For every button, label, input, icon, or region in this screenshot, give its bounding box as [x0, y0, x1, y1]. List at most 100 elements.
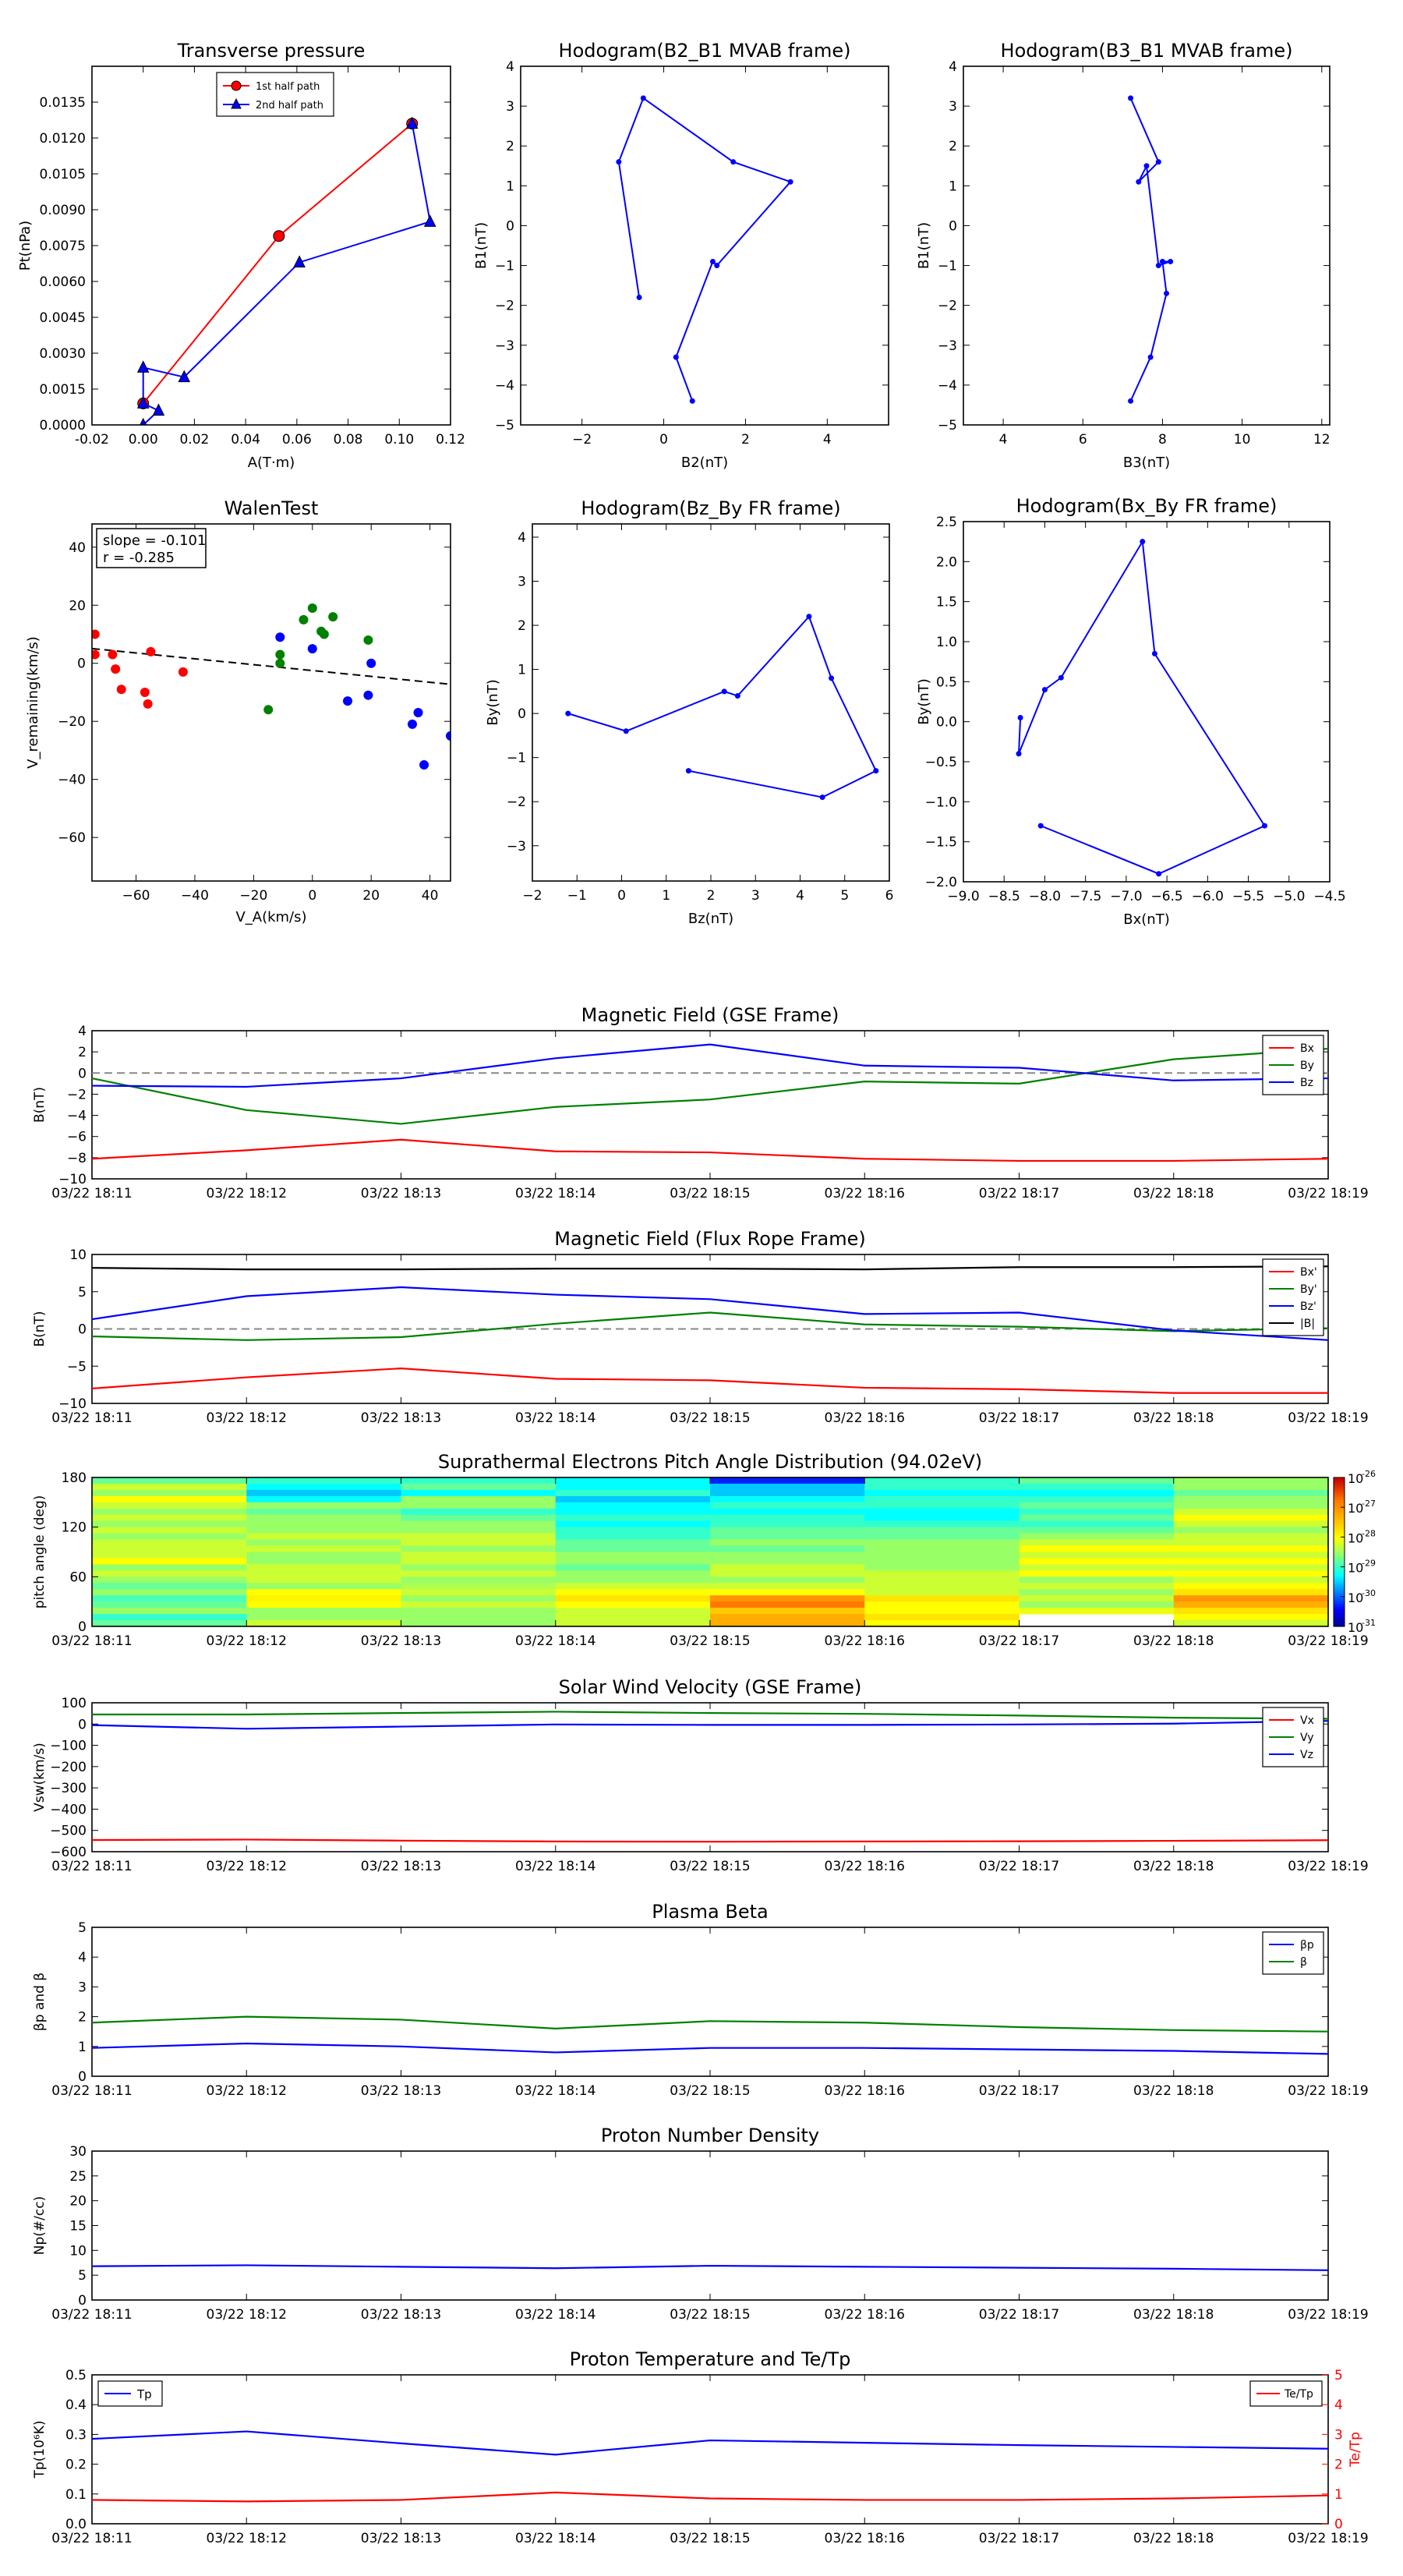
vsw-ytick-label: −200 [50, 1760, 87, 1775]
hodo_b2b1-marker [714, 263, 720, 269]
hodo_bxby-marker [1041, 687, 1048, 693]
walen-point [108, 649, 118, 660]
vsw-series-Vy [92, 1711, 1329, 1720]
pad-colorbar-cell [1334, 1623, 1345, 1627]
pad-cell [1019, 1489, 1175, 1497]
pad-cell [1019, 1601, 1175, 1608]
mag_gse-ytick-label: 4 [78, 1024, 87, 1039]
mag_gse-legend-label: By [1300, 1060, 1314, 1072]
hodo_b3b1-frame [963, 65, 1331, 426]
hodo_bxby-plot-area [1016, 539, 1267, 877]
np-xtick-label: 03/22 18:13 [361, 2307, 441, 2323]
hodo_b2b1-marker [640, 95, 646, 101]
hodo_bxby-ytick-label: 2.0 [936, 554, 957, 570]
pad-cell [1019, 1483, 1175, 1491]
pad-cell [1173, 1483, 1329, 1491]
pad-colorbar-cell [1334, 1520, 1345, 1523]
transverse-ytick-label: 0.0045 [40, 310, 86, 326]
hodo_b3b1-xtick-label: 12 [1313, 432, 1331, 448]
mag_fr-series-By' [91, 1311, 1329, 1341]
walen-xtick-label: −40 [181, 888, 209, 904]
mag_gse-ytick-label: 2 [78, 1045, 87, 1060]
transverse-marker [423, 214, 436, 227]
beta-xtick-label: 03/22 18:11 [51, 2083, 132, 2099]
tp-ytick-label-right: 1 [1334, 2487, 1343, 2503]
pad-cell [1173, 1595, 1329, 1602]
pad-colorbar-label: 10 [1348, 1620, 1363, 1635]
tp-ytick-label-right: 2 [1334, 2457, 1343, 2473]
pad-colorbar-exponent: -30 [1362, 1588, 1376, 1598]
walen-point [307, 603, 317, 613]
beta-ytick-label: 1 [78, 2040, 87, 2055]
pad-colorbar-cell [1334, 1547, 1345, 1550]
transverse-ytick-label: 0.0090 [40, 203, 86, 218]
vsw-xtick-label: 03/22 18:17 [979, 1859, 1059, 1874]
vsw-xtick-label: 03/22 18:15 [670, 1859, 750, 1874]
pad-colorbar-exponent: -28 [1362, 1528, 1376, 1538]
pad-xtick-label: 03/22 18:15 [670, 1633, 750, 1649]
pad-cell [92, 1508, 247, 1516]
pad-cell [710, 1539, 865, 1547]
pad-cell [246, 1489, 401, 1497]
hodo_bzby-marker [806, 614, 812, 620]
transverse-legend-label: 1st half path [256, 81, 320, 93]
pad-colorbar-cell [1334, 1596, 1345, 1600]
hodo_b3b1-ylabel: B1(nT) [916, 222, 932, 269]
pad-cell [710, 1601, 865, 1608]
tp-ytick-label: 0.2 [65, 2457, 87, 2473]
pad-cell [401, 1520, 557, 1528]
hodo_bzby-xtick-label: −1 [567, 888, 587, 904]
mag_gse-chart: 03/22 18:11 03/22 18:12 03/22 18:13 03/22 1… [32, 1024, 1369, 1201]
pad-cell [555, 1545, 711, 1552]
pad-cell [92, 1533, 247, 1541]
pad-colorbar-label: 10 [1348, 1471, 1363, 1486]
walen-point [407, 719, 417, 729]
pad-cell [401, 1527, 557, 1534]
hodo_b3b1-xtick-label: 8 [1158, 432, 1167, 448]
hodo_bxby-ytick-label: 2.5 [936, 515, 957, 530]
pad-cell [1019, 1502, 1175, 1509]
pad-cell [246, 1545, 401, 1552]
tp-chart: 03/22 18:11 03/22 18:12 03/22 18:13 03/22 1… [32, 2368, 1369, 2546]
pad-cell [864, 1477, 1020, 1484]
pad-colorbar-cell [1334, 1507, 1345, 1510]
pad-cell [92, 1527, 247, 1534]
mag_fr-series-Bz' [91, 1286, 1329, 1341]
beta-ytick-label: 3 [78, 1980, 87, 1995]
pad-cell [92, 1601, 247, 1608]
transverse-ytick-label: 0.0120 [40, 131, 86, 147]
hodo_b3b1-ytick-label: −3 [938, 338, 957, 354]
pad-cell [1173, 1570, 1329, 1577]
pad-cell [92, 1477, 247, 1484]
hodo_bxby-xtick-label: −5.0 [1273, 889, 1305, 904]
pad-colorbar-cell [1334, 1534, 1345, 1537]
transverse-ytick-label: 0.0015 [40, 382, 86, 398]
transverse-ytick-label: 0.0075 [40, 239, 86, 254]
transverse-title: Transverse pressure [177, 40, 366, 62]
pad-xtick-label: 03/22 18:12 [207, 1633, 287, 1649]
hodo_bxby-xtick-label: −9.0 [947, 889, 979, 904]
transverse-xtick-label: 0.02 [179, 432, 209, 448]
mag_fr-ytick-label: 0 [78, 1322, 87, 1338]
np-frame [91, 2150, 1329, 2301]
transverse-xtick-label: 0.04 [231, 432, 260, 448]
pad-ytick-label: 60 [69, 1569, 87, 1585]
hodo_bzby-series-line [567, 614, 878, 798]
walen-xtick-label: 40 [422, 888, 439, 904]
vsw-xtick-label: 03/22 18:18 [1133, 1859, 1214, 1874]
hodo_b3b1-marker [1128, 95, 1134, 101]
walen-point [419, 760, 429, 770]
tp-legend-left-label: Tp [136, 2387, 152, 2401]
walen-point [140, 687, 150, 697]
pad-colorbar-cell [1334, 1616, 1345, 1620]
hodo_bzby-xtick-label: 1 [662, 888, 670, 904]
mag_gse-series-Bz [91, 1043, 1329, 1088]
vsw-ytick-label: 100 [62, 1696, 87, 1711]
pad-cell [555, 1614, 711, 1621]
beta-xtick-label: 03/22 18:19 [1288, 2083, 1368, 2099]
pad-cell [401, 1514, 557, 1522]
hodo_bxby-xtick-label: −8.0 [1029, 889, 1061, 904]
hodo_b2b1-ytick-label: 0 [506, 218, 514, 234]
pad-colorbar-cell [1334, 1522, 1345, 1526]
